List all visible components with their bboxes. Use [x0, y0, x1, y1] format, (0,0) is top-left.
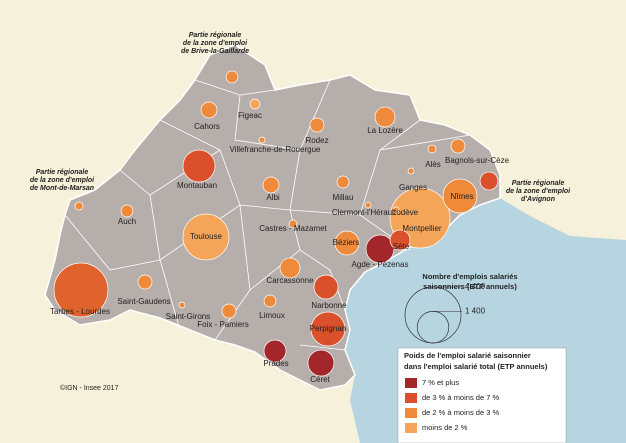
zone-label: Limoux [259, 311, 285, 320]
zone-bubble [182, 149, 216, 183]
zone-label: Cahors [194, 122, 220, 131]
zone-label: de Mont-de-Marsan [30, 185, 94, 192]
color-legend-label: 7 % et plus [422, 378, 459, 387]
zone-label: Figeac [238, 111, 262, 120]
zone-bubble [74, 201, 84, 211]
zone-label: de la zone d'emploi [30, 177, 95, 184]
zone-label: Castres - Mazamet [259, 224, 327, 233]
zone-bubble [307, 349, 335, 377]
zone-bubble [374, 106, 396, 128]
zone-bubble [450, 138, 466, 154]
zone-label: de la zone d'emploi [506, 188, 571, 195]
zone-bubble [263, 294, 277, 308]
zone-label: Sète [393, 242, 410, 251]
color-legend-label: moins de 2 % [422, 423, 468, 432]
zone-label: Carcassonne [266, 276, 314, 285]
zone-bubble [53, 262, 109, 318]
zone-bubble [407, 167, 415, 175]
zone-label: de Brive-la-Gaillarde [181, 48, 249, 55]
color-legend-title: Poids de l'emploi salarié saisonnier [404, 351, 531, 360]
zone-label: Nîmes [450, 192, 473, 201]
zone-label: Ganges [399, 183, 427, 192]
color-legend-swatch [405, 378, 417, 388]
zone-label: Lodève [392, 208, 419, 217]
zone-bubble [225, 70, 239, 84]
color-legend-label: de 3 % à moins de 7 % [422, 393, 499, 402]
zone-label: Agde - Pézenas [352, 260, 409, 269]
zone-bubble [392, 206, 400, 214]
zone-bubble [178, 301, 186, 309]
zone-label: Foix - Pamiers [197, 320, 249, 329]
zone-label: Partie régionale [189, 32, 242, 39]
zone-bubble [313, 274, 339, 300]
zone-label: Clermont-l'Hérault [332, 208, 397, 217]
zone-label: Partie régionale [512, 180, 565, 187]
zone-bubble [288, 219, 298, 229]
zone-label: Auch [118, 217, 136, 226]
zone-bubble [479, 171, 499, 191]
zone-label: Villefranche-de-Rouergue [229, 145, 321, 154]
zone-label: Alès [425, 160, 441, 169]
zone-label: Narbonne [311, 301, 347, 310]
zone-bubble [365, 234, 395, 264]
zone-label: Saint-Girons [166, 312, 210, 321]
zone-label: Béziers [333, 238, 360, 247]
zone-bubble [334, 230, 360, 256]
zone-bubble [200, 101, 218, 119]
color-legend-swatch [405, 423, 417, 433]
zone-label: Toulouse [190, 232, 223, 241]
zone-borders [64, 79, 471, 351]
zone-bubble [221, 303, 237, 319]
zone-bubble [137, 274, 153, 290]
zone-bubble [336, 175, 350, 189]
zone-bubble [120, 204, 134, 218]
zone-bubble [310, 311, 346, 347]
zone-label: Millau [333, 193, 354, 202]
zone-label: Perpignan [310, 324, 346, 333]
color-legend-swatch [405, 408, 417, 418]
color-legend-label: de 2 % à moins de 3 % [422, 408, 499, 417]
zone-label: de la zone d'emploi [183, 40, 248, 47]
zone-bubble [427, 144, 437, 154]
zone-label: La Lozère [367, 126, 403, 135]
zone-label: Montauban [177, 181, 217, 190]
color-legend-swatch [405, 393, 417, 403]
zone-label: Saint-Gaudens [117, 297, 170, 306]
zone-bubble [182, 213, 230, 261]
zone-label: Tarbes - Lourdes [50, 307, 110, 316]
zone-label: Bagnols-sur-Cèze [445, 156, 510, 165]
zone-bubble [249, 98, 261, 110]
zone-label: Prades [263, 359, 288, 368]
zone-bubble [262, 176, 280, 194]
zone-bubble [389, 229, 411, 251]
size-legend-label: 1 400 [465, 307, 486, 316]
region [44, 44, 501, 391]
color-legend-title: dans l'emploi salarié total (ETP annuels… [404, 362, 548, 371]
size-legend-title: Nombre d'emplois salariés [422, 272, 517, 281]
size-legend-title: saisonniers (ETP annuels) [423, 282, 517, 291]
zone-bubble [279, 257, 301, 279]
zone-label: Partie régionale [36, 169, 89, 176]
zone-label: Rodez [305, 136, 328, 145]
zone-label: Montpellier [402, 224, 441, 233]
size-legend-label: 4 400 [465, 282, 486, 291]
zone-label: Albi [266, 193, 280, 202]
zone-bubble [263, 339, 287, 363]
zone-label: d'Avignon [521, 196, 555, 203]
zone-bubble [309, 117, 325, 133]
source: ©IGN - Insee 2017 [60, 384, 119, 392]
color-legend-box [397, 347, 567, 443]
zone-bubble [364, 201, 372, 209]
zone-bubble [442, 178, 478, 214]
zone-bubble [258, 136, 266, 144]
zone-label: Céret [310, 375, 330, 384]
